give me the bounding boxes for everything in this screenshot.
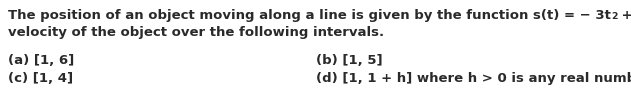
Text: (a) [1, 6]: (a) [1, 6] bbox=[8, 54, 74, 67]
Text: (d) [1, 1 + h] where h > 0 is any real number.: (d) [1, 1 + h] where h > 0 is any real n… bbox=[316, 72, 631, 85]
Text: + 30t. Find the average: + 30t. Find the average bbox=[617, 9, 631, 22]
Text: velocity of the object over the following intervals.: velocity of the object over the followin… bbox=[8, 26, 384, 39]
Text: (b) [1, 5]: (b) [1, 5] bbox=[316, 54, 382, 67]
Text: (c) [1, 4]: (c) [1, 4] bbox=[8, 72, 73, 85]
Text: 2: 2 bbox=[611, 12, 617, 21]
Text: The position of an object moving along a line is given by the function s(t) = − : The position of an object moving along a… bbox=[8, 9, 611, 22]
